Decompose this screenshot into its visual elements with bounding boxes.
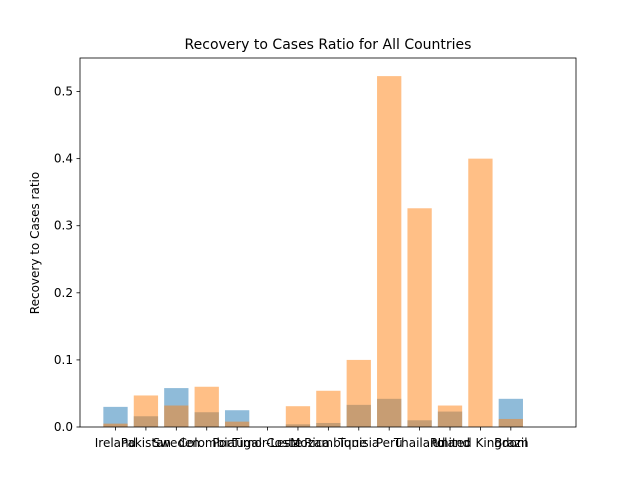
x-tick-label: Poland <box>430 436 470 450</box>
x-tick-label: Costa Rica <box>266 436 329 450</box>
x-tick-label: Sweden <box>153 436 200 450</box>
x-tick-label: Peru <box>376 436 403 450</box>
bar-series2-portugal <box>224 421 250 427</box>
x-tick-label: United Kingdom <box>432 436 528 450</box>
x-tick-label: Tunisia <box>337 436 379 450</box>
bar-series2-mozambique <box>316 390 341 427</box>
bar-series2-thailand <box>407 208 432 427</box>
x-tick-label: Thailand <box>393 436 446 450</box>
y-tick-label: 0.0 <box>54 420 73 434</box>
bars-layer <box>103 76 523 428</box>
y-tick-label: 0.3 <box>54 219 73 233</box>
bar-series2-ireland <box>103 423 128 427</box>
bar-series2-peru <box>377 76 402 428</box>
bar-series2-pakistan <box>133 395 159 427</box>
y-tick-label: 0.2 <box>54 286 73 300</box>
x-tick-label: Brazil <box>494 436 528 450</box>
axes-layer: 0.00.10.20.30.40.5IrelandPakistanSwedenC… <box>54 57 577 450</box>
x-tick-label: Mozambique <box>290 436 367 450</box>
y-axis-label: Recovery to Cases ratio <box>28 172 42 314</box>
x-tick-label: Portugal <box>212 436 262 450</box>
bar-series2-tunisia <box>346 359 371 427</box>
x-tick-label: Timor-Leste <box>232 436 303 450</box>
x-tick-label: Ireland <box>95 436 137 450</box>
bar-series2-colombia <box>194 386 219 427</box>
bar-series2-united-kingdom <box>468 158 493 427</box>
chart-title: Recovery to Cases Ratio for All Countrie… <box>185 37 472 53</box>
y-tick-label: 0.4 <box>54 152 73 166</box>
bar-series2-costa-rica <box>285 406 311 427</box>
bar-series2-sweden <box>164 405 189 427</box>
y-tick-label: 0.1 <box>54 353 73 367</box>
bar-series1-ireland <box>103 406 128 427</box>
y-tick-label: 0.5 <box>54 85 73 99</box>
x-tick-label: Pakistan <box>121 436 171 450</box>
bar-series2-brazil <box>498 418 523 427</box>
x-tick-label: Colombia <box>179 436 235 450</box>
bar-series2-poland <box>437 405 463 427</box>
